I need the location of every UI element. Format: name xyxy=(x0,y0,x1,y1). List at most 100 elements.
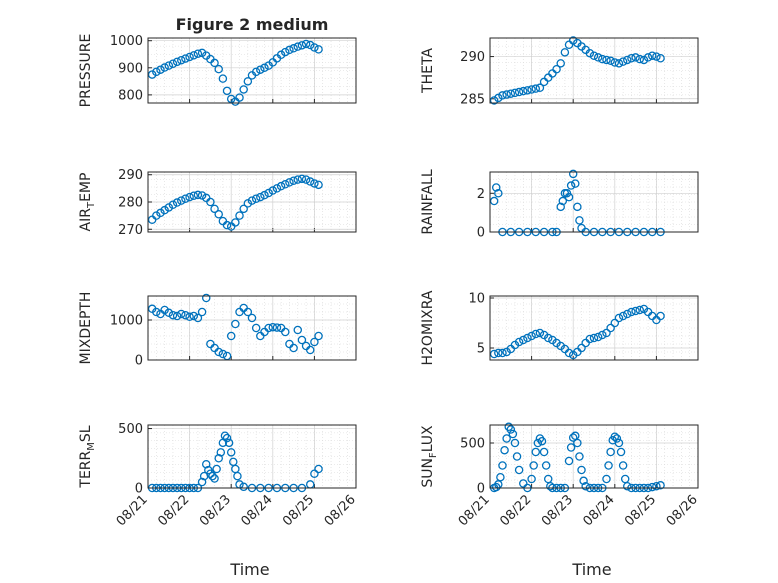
data-point xyxy=(272,184,282,193)
data-point xyxy=(185,312,194,322)
y-tick-label: 0 xyxy=(135,482,143,497)
data-point xyxy=(189,311,199,321)
data-point xyxy=(502,434,511,443)
data-point xyxy=(598,330,607,340)
data-point xyxy=(612,434,622,443)
data-point xyxy=(285,45,294,55)
axes-box xyxy=(489,171,699,233)
data-point xyxy=(575,216,584,225)
data-point xyxy=(606,56,615,66)
data-point xyxy=(514,337,524,347)
data-point xyxy=(510,438,520,448)
subplot-sun_flux: 0 500 SUNFLUX 08/21 08/22 08/23 08/24 08/25 08/2… xyxy=(420,422,701,579)
x-tick-label: 08/26 xyxy=(322,492,359,529)
y-tick-label: 0 xyxy=(477,482,485,497)
data-point xyxy=(535,328,545,338)
data-point xyxy=(172,57,182,67)
y-tick-label: 290 xyxy=(460,50,485,65)
data-point xyxy=(523,333,532,343)
axes-box xyxy=(147,171,357,233)
subplot-rainfall: 0 2 RAINFALL xyxy=(420,169,699,241)
data-point xyxy=(647,482,657,492)
x-tick-label: 08/21 xyxy=(456,492,493,529)
data-point xyxy=(181,194,190,203)
data-point xyxy=(314,180,323,190)
data-point xyxy=(177,55,186,65)
data-point xyxy=(293,42,303,51)
data-point xyxy=(206,197,215,207)
data-point xyxy=(566,181,576,190)
data-point xyxy=(527,474,536,484)
data-point xyxy=(239,482,248,492)
data-point xyxy=(231,218,240,227)
data-point xyxy=(212,464,221,474)
axes-box xyxy=(147,295,357,361)
data-point xyxy=(531,447,541,457)
data-point xyxy=(593,332,603,342)
y-tick-label: 900 xyxy=(118,61,143,76)
data-point xyxy=(639,55,649,65)
data-point xyxy=(519,86,528,96)
axes-box xyxy=(489,37,699,104)
data-point xyxy=(247,313,257,323)
data-point xyxy=(206,469,215,478)
data-point xyxy=(564,192,574,202)
y-tick-label: 500 xyxy=(118,422,143,437)
y-tick-label: 280 xyxy=(118,196,143,211)
data-point xyxy=(512,452,522,461)
data-point xyxy=(558,196,568,206)
data-point xyxy=(235,211,244,220)
data-point xyxy=(243,199,253,208)
plot-area xyxy=(490,172,698,232)
data-point xyxy=(256,192,265,202)
data-point xyxy=(214,64,223,74)
data-point xyxy=(218,349,228,359)
data-point xyxy=(610,318,620,328)
data-point xyxy=(656,481,665,490)
data-point xyxy=(556,202,565,212)
data-point xyxy=(310,469,319,478)
data-point xyxy=(618,461,628,470)
data-point xyxy=(243,77,253,86)
data-point xyxy=(281,327,290,337)
data-point xyxy=(231,319,240,329)
data-point xyxy=(560,48,570,57)
data-point xyxy=(264,188,273,198)
data-point xyxy=(172,198,182,207)
data-point xyxy=(305,177,315,186)
data-point xyxy=(177,309,186,319)
data-point xyxy=(506,425,516,434)
x-tick-label: 08/24 xyxy=(581,492,618,529)
data-point xyxy=(220,431,230,440)
data-point xyxy=(305,40,315,50)
data-point xyxy=(635,305,645,315)
data-point xyxy=(593,53,603,62)
data-point xyxy=(201,293,211,303)
data-point xyxy=(614,438,624,448)
data-point xyxy=(656,311,665,321)
x-tick-label: 08/21 xyxy=(114,492,151,529)
data-point xyxy=(264,323,273,333)
data-point xyxy=(571,179,580,188)
data-point xyxy=(623,309,632,319)
plot-area xyxy=(490,425,698,488)
data-point xyxy=(573,202,582,212)
y-axis-label: MIXDEPTH xyxy=(78,292,94,365)
data-point xyxy=(214,210,223,219)
data-point xyxy=(606,447,615,457)
data-point xyxy=(156,65,165,74)
axes-box xyxy=(489,295,699,361)
data-point xyxy=(531,329,541,339)
data-point xyxy=(251,67,261,77)
data-point xyxy=(314,331,323,341)
data-point xyxy=(243,307,253,317)
data-point xyxy=(260,190,269,200)
data-point xyxy=(508,429,518,439)
data-point xyxy=(531,84,541,93)
y-tick-label: 290 xyxy=(118,168,143,183)
data-point xyxy=(193,313,203,323)
y-tick-label: 10 xyxy=(468,292,485,307)
y-axis-label: THETA xyxy=(420,48,436,94)
data-point xyxy=(627,307,636,317)
x-tick-label: 08/25 xyxy=(280,492,317,529)
